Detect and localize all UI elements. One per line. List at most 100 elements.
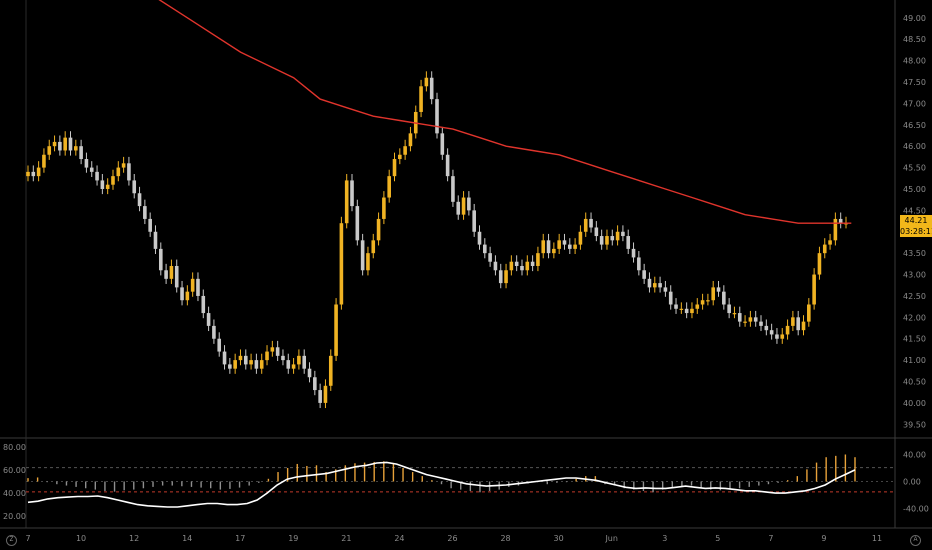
candle-body	[589, 218, 593, 228]
x-tick-label: Jun	[604, 534, 618, 543]
candle-body	[366, 253, 370, 271]
oscillator-line	[27, 461, 856, 508]
candle-body	[615, 231, 620, 241]
candle-body	[344, 180, 349, 224]
candle-body	[382, 197, 386, 219]
candle-body	[716, 287, 721, 292]
candle-body	[791, 317, 795, 326]
candle-body	[398, 154, 402, 160]
candle-body	[376, 218, 381, 241]
candle-body	[132, 180, 137, 194]
y-tick-label: 46.50	[903, 121, 926, 130]
candle-body	[105, 184, 110, 189]
candle-body	[684, 308, 689, 314]
candle-body	[488, 253, 492, 262]
candle-body	[387, 176, 391, 198]
candle-body	[419, 86, 423, 112]
candle-body	[174, 265, 179, 288]
candle-body	[238, 355, 243, 361]
candle-body	[180, 287, 184, 301]
candle-body	[445, 154, 450, 177]
moving-average-line	[158, 0, 852, 224]
candle-body	[26, 171, 30, 177]
candle-body	[546, 240, 551, 254]
candle-body	[190, 278, 195, 292]
candle-body	[158, 248, 163, 271]
candle-body	[631, 248, 636, 258]
candle-body	[217, 338, 222, 352]
candle-body	[111, 176, 115, 185]
candle-body	[509, 261, 514, 271]
candle-body	[493, 261, 498, 271]
candle-body	[833, 218, 838, 241]
candle-body	[780, 334, 785, 339]
candle-body	[456, 201, 461, 215]
osc-right-tick-label: 0.00	[903, 478, 921, 487]
candle-body	[228, 364, 232, 369]
candle-body	[313, 377, 317, 391]
candle-body	[764, 325, 769, 331]
x-tick-label: 12	[129, 534, 139, 543]
y-tick-label: 39.50	[903, 420, 926, 429]
candle-body	[68, 137, 73, 151]
x-tick-label: 3	[662, 534, 667, 543]
candle-body	[711, 287, 716, 301]
candle-body	[514, 261, 519, 266]
candle-body	[307, 368, 312, 378]
candle-body	[148, 218, 152, 232]
candle-body	[801, 321, 806, 331]
candle-body	[807, 304, 811, 322]
candle-body	[668, 291, 673, 305]
y-tick-label: 48.50	[903, 35, 926, 44]
candle-body	[748, 317, 753, 322]
osc-left-tick-label: 40.00	[3, 489, 26, 498]
candle-body	[674, 304, 678, 309]
x-tick-label: 7	[768, 534, 773, 543]
candle-body	[775, 334, 779, 339]
candle-body	[642, 270, 646, 279]
y-tick-label: 40.00	[903, 399, 926, 408]
auto-scale-icon[interactable]: A	[910, 535, 921, 546]
candle-body	[679, 308, 684, 310]
candle-body	[265, 351, 269, 361]
candle-body	[121, 163, 126, 168]
y-tick-label: 47.50	[903, 78, 926, 87]
x-tick-label: 26	[447, 534, 457, 543]
candle-body	[169, 265, 174, 279]
x-tick-label: 14	[182, 534, 192, 543]
x-tick-label: 30	[554, 534, 564, 543]
y-tick-label: 45.50	[903, 164, 926, 173]
candle-body	[467, 197, 471, 211]
y-tick-label: 47.00	[903, 99, 926, 108]
candle-body	[796, 317, 800, 331]
y-tick-label: 44.50	[903, 206, 926, 215]
candle-body	[599, 236, 604, 245]
candle-body	[392, 159, 397, 177]
candle-body	[578, 231, 583, 245]
x-tick-label: 21	[341, 534, 351, 543]
osc-right-tick-label: 40.00	[903, 451, 926, 460]
y-tick-label: 43.50	[903, 249, 926, 258]
candle-body	[36, 167, 41, 177]
candle-body	[302, 355, 307, 369]
candle-body	[525, 261, 530, 271]
candle-body	[47, 146, 52, 155]
candle-body	[594, 227, 599, 237]
y-tick-label: 40.50	[903, 378, 926, 387]
last-price-badge: 44.21 03:28:11	[900, 215, 932, 237]
candle-body	[435, 99, 439, 134]
candle-body	[737, 313, 742, 322]
candle-body	[451, 176, 455, 202]
candle-body	[42, 154, 46, 168]
y-tick-label: 49.00	[903, 14, 926, 23]
candle-body	[89, 167, 94, 172]
candle-body	[652, 283, 657, 288]
candle-body	[424, 77, 429, 87]
osc-left-tick-label: 20.00	[3, 512, 26, 521]
candle-body	[647, 278, 652, 288]
candle-body	[334, 304, 338, 356]
timezone-icon[interactable]: Z	[6, 535, 17, 546]
candle-body	[695, 304, 700, 309]
